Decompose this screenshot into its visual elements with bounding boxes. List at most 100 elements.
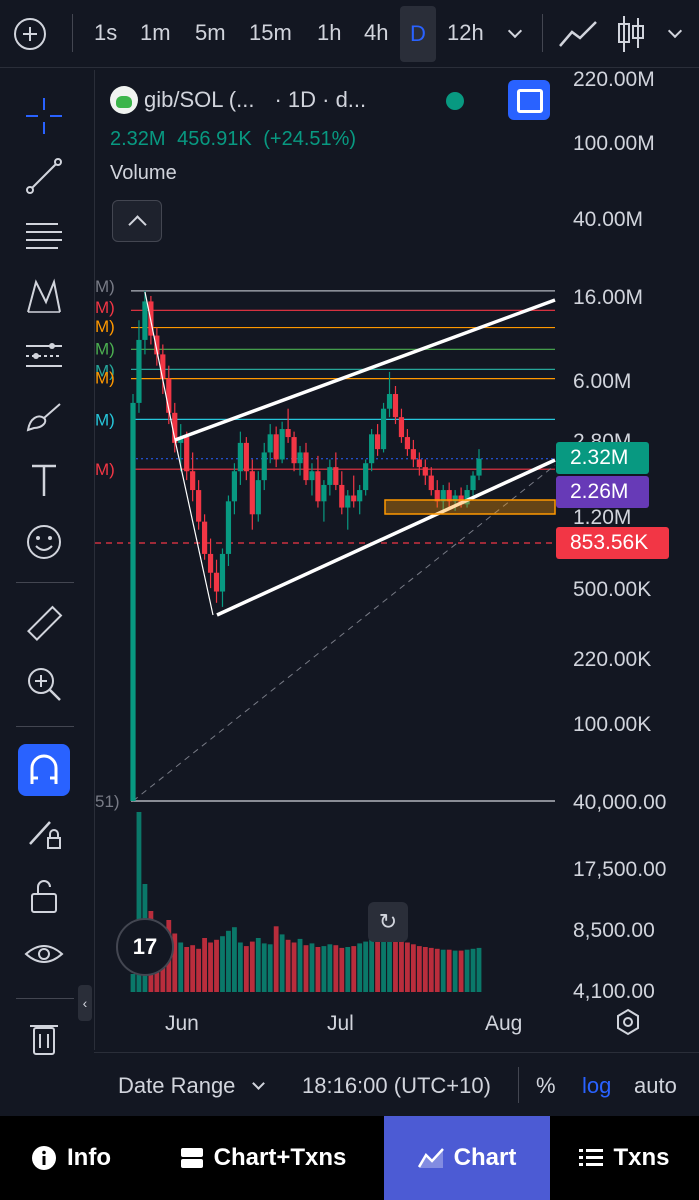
candle-body bbox=[267, 434, 273, 453]
candle-body bbox=[201, 521, 208, 554]
eye-icon bbox=[24, 945, 64, 963]
line-chart-icon[interactable] bbox=[558, 18, 598, 50]
candle-body bbox=[452, 495, 458, 502]
interval-5m[interactable]: 5m bbox=[195, 20, 226, 45]
pattern-tool[interactable] bbox=[18, 270, 70, 322]
tradingview-logo[interactable]: 17 bbox=[116, 918, 174, 976]
volume-bar bbox=[339, 947, 345, 992]
volume-bar bbox=[279, 934, 285, 992]
candle-body bbox=[333, 467, 339, 485]
lock-drawing-tool[interactable] bbox=[18, 806, 70, 858]
interval-1h[interactable]: 1h bbox=[317, 20, 342, 45]
timezone-clock[interactable]: 18:16:00 (UTC+10) bbox=[302, 1073, 491, 1098]
volume-bar bbox=[327, 944, 333, 992]
candle-body bbox=[321, 484, 327, 502]
candle-body bbox=[351, 495, 357, 502]
lock-tool[interactable] bbox=[18, 870, 70, 922]
fullscreen-button[interactable] bbox=[508, 80, 550, 120]
volume-bar bbox=[273, 926, 279, 992]
volume-bar bbox=[363, 941, 369, 992]
date-range-button[interactable]: Date Range bbox=[118, 1073, 236, 1098]
interval-12h[interactable]: 12h bbox=[447, 20, 484, 45]
nav-chart[interactable]: Chart bbox=[384, 1116, 550, 1200]
fib-retracement-icon bbox=[26, 223, 62, 249]
volume-bar bbox=[333, 945, 339, 992]
candle-body bbox=[315, 471, 321, 502]
nav-chart-txns-label: Chart+Txns bbox=[213, 1144, 347, 1171]
level-label: M) bbox=[95, 298, 115, 317]
delete-tool[interactable] bbox=[18, 1012, 70, 1064]
volume-bar bbox=[416, 946, 422, 992]
fib-tool[interactable] bbox=[18, 210, 70, 262]
candle-body bbox=[178, 437, 184, 443]
add-symbol-button[interactable] bbox=[14, 18, 46, 50]
interval-d[interactable]: D bbox=[400, 6, 436, 62]
toolbar-divider bbox=[16, 582, 74, 583]
symbol-legend[interactable]: gib/SOL (... · 1D · d... bbox=[110, 86, 366, 114]
x-tick-label: Aug bbox=[485, 1012, 522, 1035]
date-range-chevron-icon bbox=[252, 1077, 265, 1090]
level-label: M) bbox=[95, 368, 115, 387]
volume-bar bbox=[243, 946, 249, 992]
list-icon bbox=[579, 1149, 604, 1166]
candle-body bbox=[422, 467, 428, 476]
candle-body bbox=[184, 437, 190, 472]
level-label: M) bbox=[95, 362, 115, 381]
collapse-legend-button[interactable] bbox=[112, 200, 162, 242]
xabcd-pattern-icon bbox=[27, 278, 61, 313]
emoji-tool[interactable] bbox=[18, 516, 70, 568]
log-scale-toggle[interactable]: log bbox=[582, 1073, 612, 1098]
chart-type-dropdown-icon[interactable] bbox=[667, 23, 683, 39]
volume-bar bbox=[405, 942, 410, 992]
trend-line-icon bbox=[26, 158, 62, 194]
candle-body bbox=[231, 471, 238, 502]
prediction-tool[interactable] bbox=[18, 330, 70, 382]
x-tick-label: Jul bbox=[327, 1012, 354, 1035]
interval-1s[interactable]: 1s bbox=[94, 20, 118, 45]
trend-line-tool[interactable] bbox=[18, 150, 70, 202]
brush-tool[interactable] bbox=[18, 390, 70, 442]
price-chart[interactable]: M)M)M)M)M)M)M)M)51)220.00M100.00M40.00M1… bbox=[95, 70, 699, 1050]
channel-lower-line bbox=[216, 458, 556, 617]
toolbar-divider bbox=[16, 726, 74, 727]
candle-body bbox=[380, 408, 387, 450]
interval-1m[interactable]: 1m bbox=[140, 20, 171, 45]
volume-bar bbox=[399, 938, 404, 992]
crosshair-tool[interactable] bbox=[18, 90, 70, 142]
interval-dropdown-icon[interactable] bbox=[507, 23, 523, 39]
candle-body bbox=[196, 490, 202, 522]
interval-15m[interactable]: 15m bbox=[249, 20, 292, 45]
candle-body bbox=[357, 490, 363, 502]
candle-body bbox=[213, 572, 220, 592]
candle-body bbox=[285, 429, 291, 438]
candle-body bbox=[273, 434, 279, 460]
ruler-tool[interactable] bbox=[18, 598, 70, 650]
toolbar-divider bbox=[542, 14, 543, 52]
chart-pane[interactable]: M) M) M) M) M) M) M) M) 51) 220.00M 100.00M 40.00M 1… bbox=[94, 70, 699, 1050]
nav-chart-txns[interactable]: Chart+Txns bbox=[142, 1116, 384, 1200]
interval-4h[interactable]: 4h bbox=[364, 20, 389, 45]
candle-body bbox=[154, 335, 160, 355]
volume-bar bbox=[375, 932, 380, 992]
nav-info[interactable]: Info bbox=[0, 1116, 142, 1200]
candles-icon[interactable] bbox=[616, 14, 646, 54]
y-tick-label: 1.20M bbox=[573, 506, 631, 529]
percent-scale-toggle[interactable]: % bbox=[536, 1073, 556, 1098]
market-status-icon bbox=[446, 92, 464, 110]
candle-body bbox=[291, 437, 297, 464]
zoom-tool[interactable] bbox=[18, 658, 70, 710]
candle-body bbox=[363, 463, 369, 491]
auto-scale-toggle[interactable]: auto bbox=[634, 1073, 677, 1098]
magnet-tool[interactable] bbox=[18, 744, 70, 796]
volume-bar bbox=[321, 946, 327, 992]
nav-txns[interactable]: Txns bbox=[550, 1116, 699, 1200]
visibility-tool[interactable] bbox=[18, 930, 70, 982]
volume-bar bbox=[446, 949, 452, 992]
settings-icon[interactable] bbox=[614, 1008, 642, 1036]
text-tool[interactable] bbox=[18, 454, 70, 506]
candle-body bbox=[166, 378, 172, 413]
volume-bar bbox=[440, 949, 446, 992]
reset-chart-button[interactable]: ↻ bbox=[368, 902, 408, 942]
text-icon bbox=[32, 464, 56, 496]
collapse-toolbar-button[interactable]: ‹ bbox=[78, 985, 92, 1021]
